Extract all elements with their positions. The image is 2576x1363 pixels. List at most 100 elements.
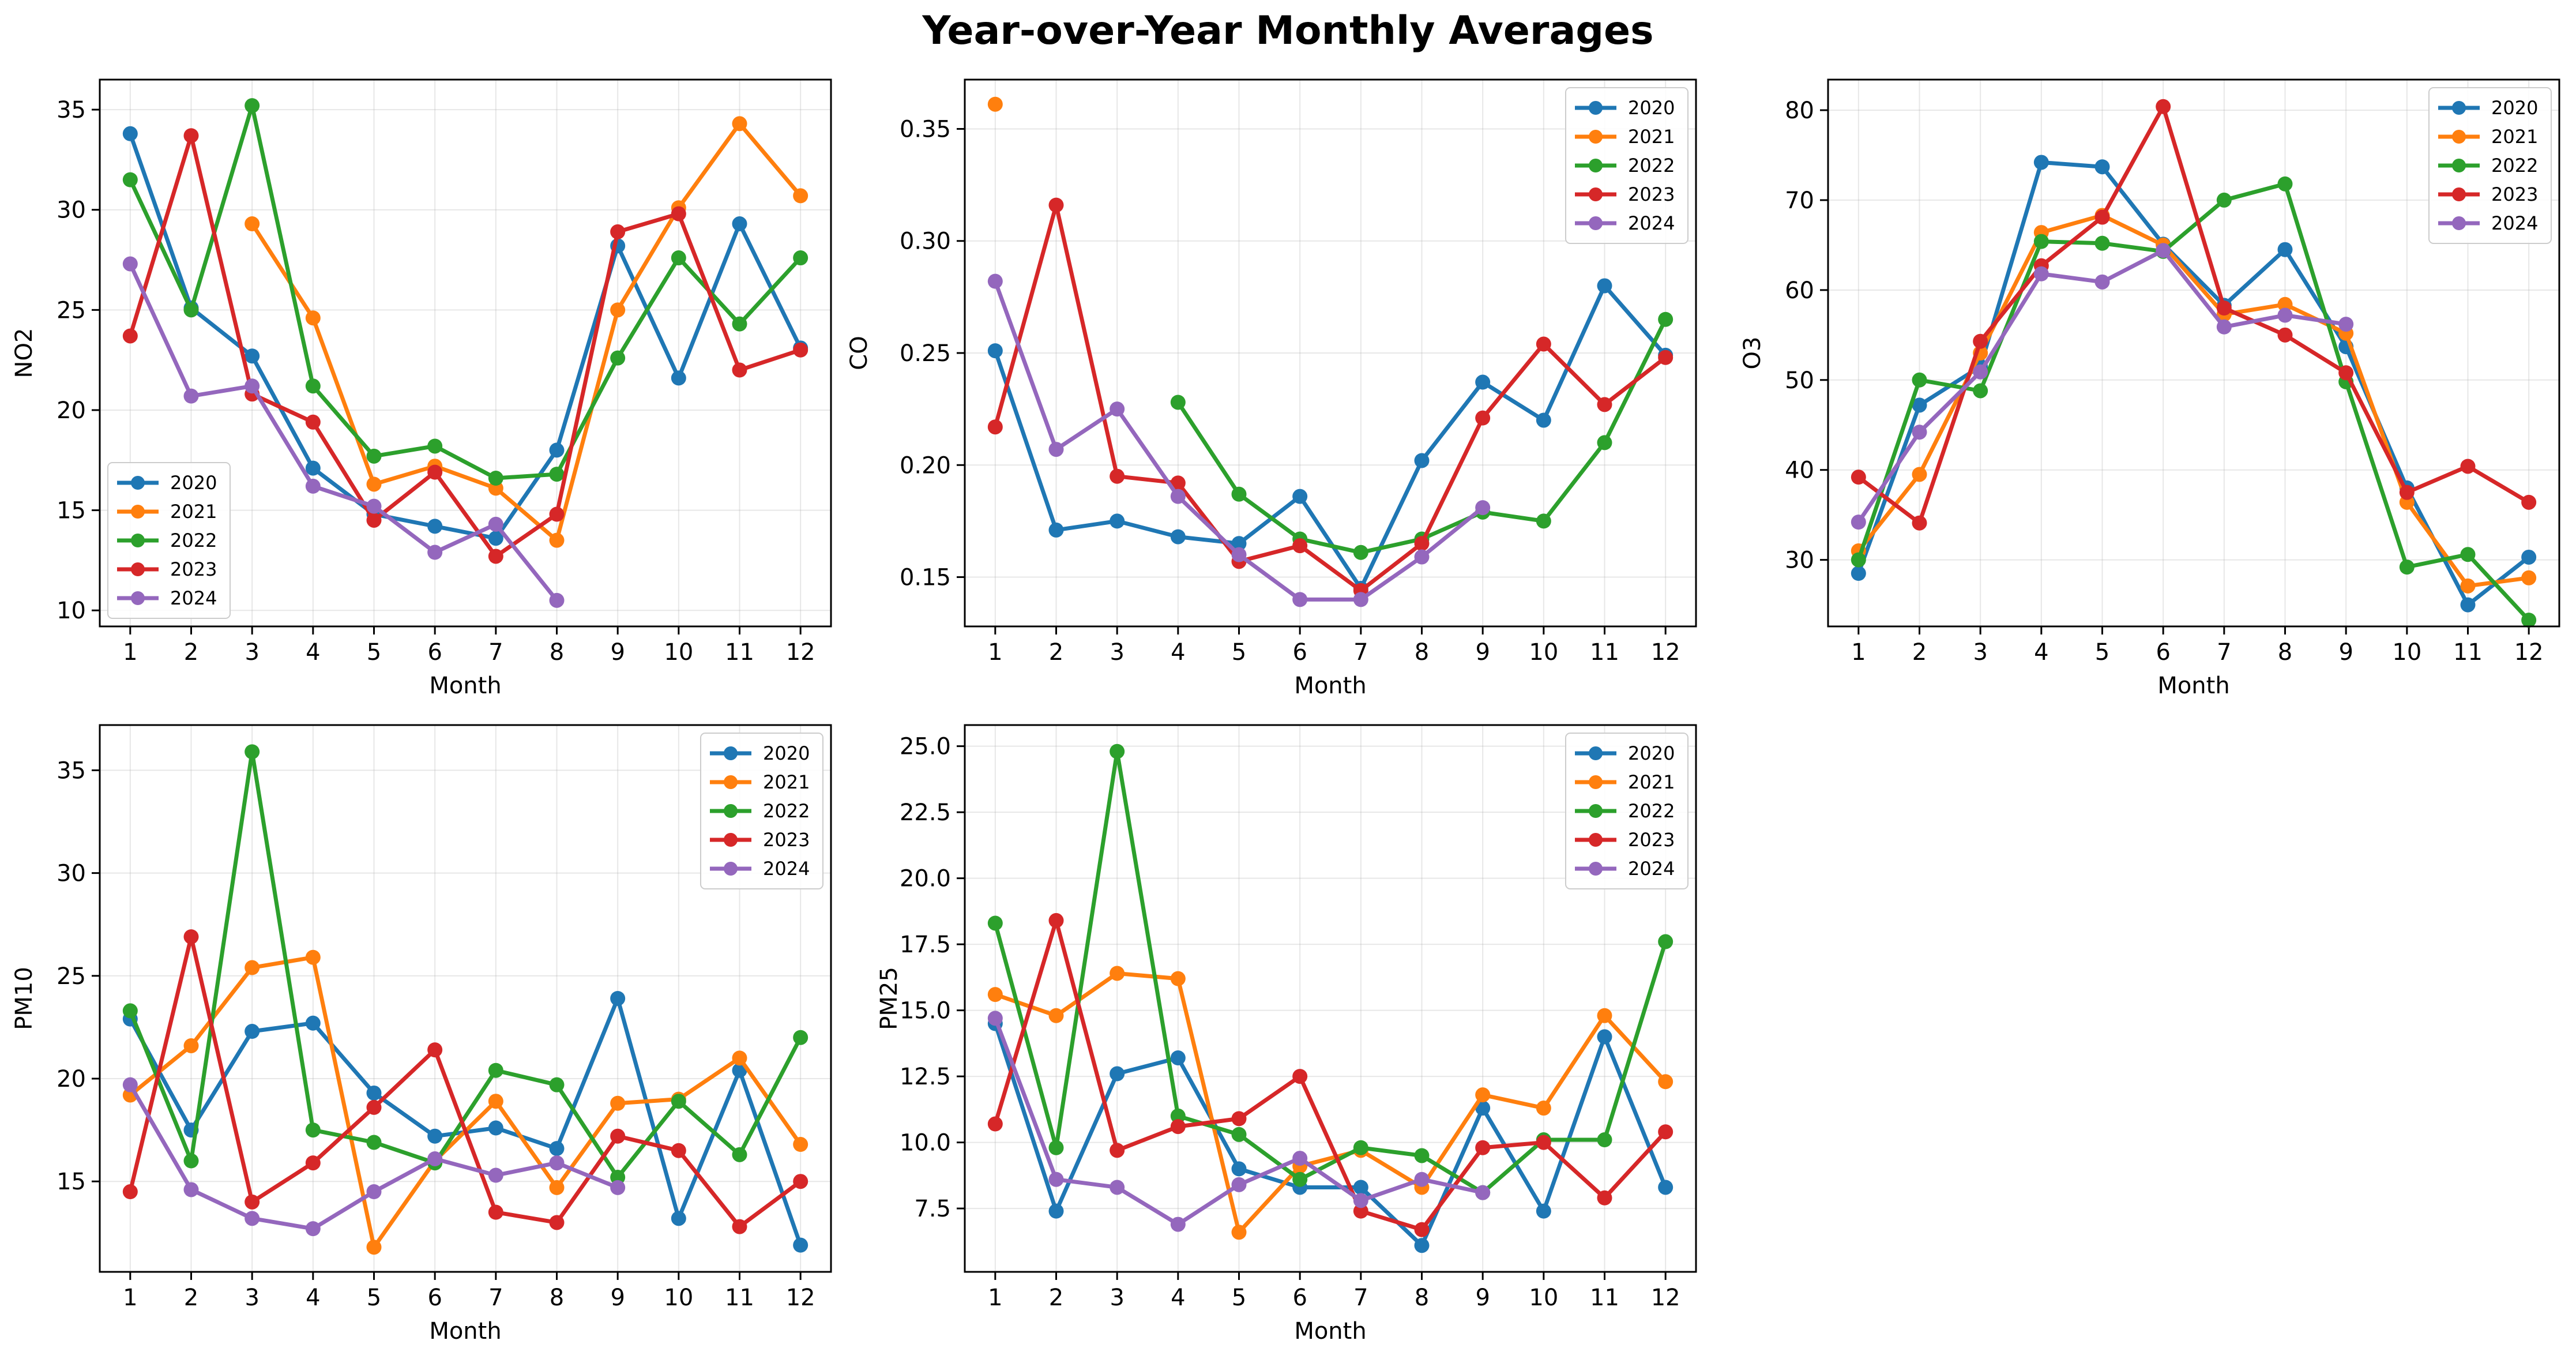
- data-point: [1231, 1127, 1247, 1142]
- x-tick-label: 6: [2156, 639, 2170, 666]
- data-point: [1475, 410, 1491, 426]
- legend-swatch-marker: [2452, 216, 2466, 230]
- y-tick-label: 0.15: [900, 565, 951, 591]
- data-point: [1414, 536, 1430, 551]
- data-point: [549, 1180, 565, 1195]
- legend-label: 2024: [1628, 858, 1675, 880]
- data-point: [122, 1077, 138, 1092]
- data-point: [549, 467, 565, 482]
- series-2024: [987, 1011, 1491, 1232]
- data-point: [2033, 234, 2049, 249]
- y-tick-label: 40: [1785, 457, 1814, 484]
- x-tick-label: 6: [427, 639, 442, 666]
- data-point: [987, 96, 1003, 112]
- data-point: [1475, 1185, 1491, 1200]
- legend-swatch-marker: [131, 534, 145, 547]
- data-point: [488, 516, 503, 532]
- data-point: [610, 1170, 626, 1185]
- series-line: [128, 934, 802, 1229]
- x-tick-label: 5: [367, 639, 381, 666]
- data-point: [1231, 486, 1247, 502]
- data-point: [1912, 397, 1927, 413]
- data-point: [2033, 266, 2049, 281]
- y-tick-label: 20.0: [900, 866, 951, 892]
- data-point: [987, 1116, 1003, 1132]
- data-point: [1536, 1101, 1551, 1116]
- legend-label: 2022: [2491, 155, 2538, 177]
- data-point: [305, 460, 321, 476]
- data-point: [1292, 592, 1308, 607]
- legend: 2020 2021 2022 2023 2024: [1565, 87, 1688, 244]
- data-point: [610, 1180, 626, 1195]
- data-point: [1597, 1029, 1612, 1045]
- x-tick-label: 12: [1651, 1285, 1680, 1311]
- data-point: [1973, 364, 1988, 380]
- data-point: [1353, 545, 1368, 560]
- data-point: [488, 1204, 503, 1220]
- data-point: [427, 438, 443, 454]
- y-tick-label: 20: [57, 397, 86, 424]
- legend-swatch-marker: [1589, 775, 1603, 789]
- legend-swatch-marker: [2452, 187, 2466, 201]
- legend-swatch-marker: [724, 775, 738, 789]
- x-tick-label: 1: [123, 639, 137, 666]
- x-tick-label: 11: [725, 1285, 754, 1311]
- y-tick-label: 50: [1785, 367, 1814, 394]
- x-tick-label: 4: [2034, 639, 2048, 666]
- data-point: [732, 1219, 747, 1234]
- x-tick-label: 2: [1912, 639, 1927, 666]
- legend-label: 2024: [1628, 212, 1675, 234]
- data-point: [1475, 1087, 1491, 1103]
- data-point: [987, 1011, 1003, 1026]
- x-axis-label: Month: [1294, 1318, 1366, 1345]
- x-tick-label: 5: [1232, 1285, 1246, 1311]
- x-tick-label: 6: [1292, 1285, 1307, 1311]
- data-point: [1536, 336, 1551, 352]
- x-tick-label: 1: [988, 639, 1002, 666]
- y-axis-label: NO2: [11, 328, 37, 378]
- legend-swatch-marker: [1589, 187, 1603, 201]
- x-tick-label: 2: [184, 1285, 198, 1311]
- series-line: [993, 203, 1667, 593]
- data-point: [1973, 383, 1988, 399]
- data-point: [1414, 1222, 1430, 1237]
- x-tick-label: 6: [1292, 639, 1307, 666]
- data-point: [1597, 435, 1612, 450]
- x-tick-label: 9: [610, 1285, 625, 1311]
- axes-frame: [99, 78, 832, 628]
- y-tick-label: 25.0: [900, 734, 951, 760]
- series-2022: [122, 98, 808, 486]
- data-point: [610, 350, 626, 366]
- legend-swatch-marker: [1589, 216, 1603, 230]
- data-point: [671, 1211, 686, 1226]
- x-tick-label: 8: [550, 1285, 564, 1311]
- data-point: [1414, 1148, 1430, 1163]
- data-point: [245, 216, 260, 232]
- x-tick-label: 8: [550, 639, 564, 666]
- legend-swatch-marker: [1589, 159, 1603, 172]
- data-point: [793, 188, 808, 204]
- data-point: [549, 1215, 565, 1230]
- data-point: [1231, 1111, 1247, 1127]
- x-axis-label: Month: [429, 673, 501, 699]
- data-point: [987, 273, 1003, 289]
- data-point: [793, 1174, 808, 1189]
- series-line: [993, 1023, 1668, 1248]
- data-point: [793, 250, 808, 266]
- x-tick-label: 9: [2338, 639, 2353, 666]
- legend-label: 2023: [763, 829, 810, 851]
- x-axis-label: Month: [1294, 673, 1366, 699]
- data-point: [1110, 1143, 1125, 1158]
- data-point: [427, 545, 443, 560]
- data-point: [987, 343, 1003, 359]
- x-tick-label: 7: [1353, 639, 1368, 666]
- data-point: [366, 1240, 382, 1255]
- legend-swatch-marker: [131, 505, 145, 519]
- legend-label: 2024: [2491, 212, 2538, 234]
- data-point: [122, 328, 138, 344]
- legend-box: [2428, 87, 2552, 244]
- x-tick-label: 8: [1415, 1285, 1429, 1311]
- data-point: [366, 498, 382, 514]
